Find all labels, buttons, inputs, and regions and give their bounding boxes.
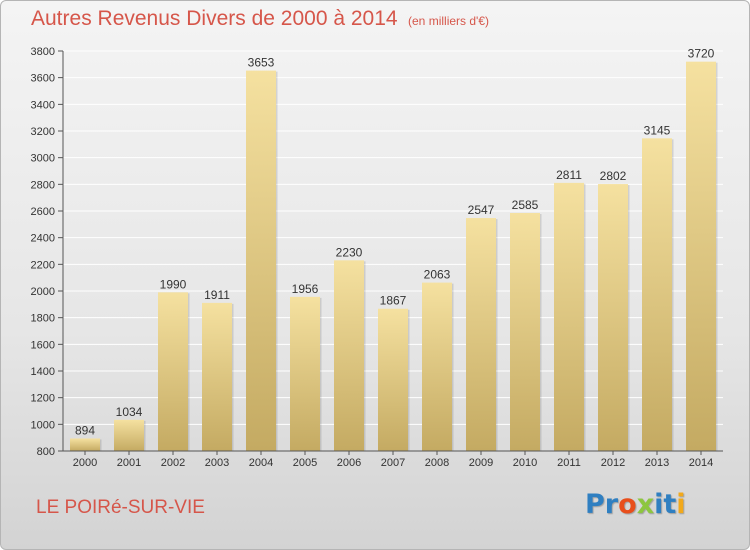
data-label: 2802 — [600, 169, 627, 183]
y-tick-label: 2000 — [31, 286, 55, 298]
y-tick-label: 2600 — [31, 206, 55, 218]
data-label: 894 — [75, 423, 95, 437]
place-name: LE POIRé-SUR-VIE — [36, 497, 205, 518]
bar-2009 — [466, 218, 496, 451]
logo-letter: i — [654, 489, 664, 520]
data-label: 1990 — [160, 277, 187, 291]
bar-2014 — [686, 61, 716, 452]
x-tick-label: 2007 — [381, 457, 405, 469]
bar-2001 — [114, 419, 144, 451]
y-tick-label: 3200 — [31, 126, 55, 138]
y-tick-label: 2200 — [31, 259, 55, 271]
y-tick-label: 1000 — [31, 419, 55, 431]
logo-letter: i — [676, 489, 686, 520]
y-tick-label: 3400 — [31, 99, 55, 111]
y-tick-label: 1600 — [31, 339, 55, 351]
x-tick-label: 2001 — [117, 457, 141, 469]
data-label: 2063 — [424, 268, 451, 282]
data-labels: 894 1034 1990 1911 3653 1956 2230 1867 2063 2547 2… — [75, 47, 715, 438]
data-label: 1911 — [204, 288, 230, 302]
bar-2004 — [246, 70, 276, 451]
y-tick-label: 1200 — [31, 393, 55, 405]
data-label: 2547 — [468, 203, 495, 217]
x-tick-label: 2013 — [645, 457, 669, 469]
x-tick-label: 2003 — [205, 457, 229, 469]
x-tick-label: 2011 — [557, 457, 581, 469]
bar-2005 — [290, 296, 320, 451]
bar-2013 — [642, 138, 672, 452]
data-label: 2585 — [512, 198, 539, 212]
x-tick-label: 2005 — [293, 457, 317, 469]
bar-2007 — [378, 308, 408, 451]
logo-letter: r — [604, 489, 619, 520]
chart-title-text: Autres Revenus Divers de 2000 à 2014 — [31, 7, 398, 30]
bar-2011 — [554, 182, 584, 451]
data-label: 1034 — [116, 405, 143, 419]
data-label: 1867 — [380, 294, 407, 308]
proxiti-logo: Proxiti — [585, 489, 686, 523]
x-tick-label: 2000 — [73, 457, 97, 469]
x-tick-labels: 2000 2001 2002 2003 2004 2005 2006 2007 2008 2009… — [73, 457, 713, 469]
logo-letter: x — [636, 489, 655, 520]
x-tick-label: 2010 — [513, 457, 537, 469]
y-tick-label: 1400 — [31, 366, 55, 378]
bar-2003 — [202, 302, 232, 451]
data-label: 2230 — [336, 245, 363, 259]
bars — [70, 61, 718, 452]
x-tick-label: 2004 — [249, 457, 273, 469]
x-tick-label: 2008 — [425, 457, 449, 469]
axes — [58, 50, 723, 455]
data-label: 3720 — [688, 47, 715, 61]
bar-2008 — [422, 282, 452, 451]
x-tick-label: 2014 — [689, 457, 713, 469]
y-tick-label: 1800 — [31, 313, 55, 325]
y-tick-labels: 800 1000 1200 1400 1600 1800 2000 2200 2400 2600 2… — [31, 46, 55, 458]
x-tick-label: 2002 — [161, 457, 185, 469]
y-tick-label: 3800 — [31, 46, 55, 58]
chart-unit-note: (en milliers d'€) — [408, 14, 489, 28]
y-tick-label: 3000 — [31, 153, 55, 165]
x-tick-label: 2012 — [601, 457, 625, 469]
y-tick-label: 2800 — [31, 179, 55, 191]
data-label: 2811 — [556, 168, 582, 182]
bar-2002 — [158, 292, 188, 451]
logo-letter: t — [663, 489, 677, 520]
logo-letter: o — [618, 489, 637, 520]
x-tick-label: 2006 — [337, 457, 361, 469]
logo-letter: P — [585, 489, 605, 520]
y-tick-label: 2400 — [31, 233, 55, 245]
bar-2000 — [70, 438, 100, 451]
bar-2012 — [598, 184, 628, 452]
x-tick-label: 2009 — [469, 457, 493, 469]
y-tick-label: 800 — [37, 446, 55, 458]
data-label: 1956 — [292, 282, 319, 296]
data-label: 3145 — [644, 123, 671, 137]
y-tick-label: 3600 — [31, 73, 55, 85]
chart-title: Autres Revenus Divers de 2000 à 2014 (en… — [31, 7, 489, 31]
bar-2006 — [334, 260, 364, 451]
bar-2010 — [510, 213, 540, 451]
data-label: 3653 — [248, 56, 275, 70]
